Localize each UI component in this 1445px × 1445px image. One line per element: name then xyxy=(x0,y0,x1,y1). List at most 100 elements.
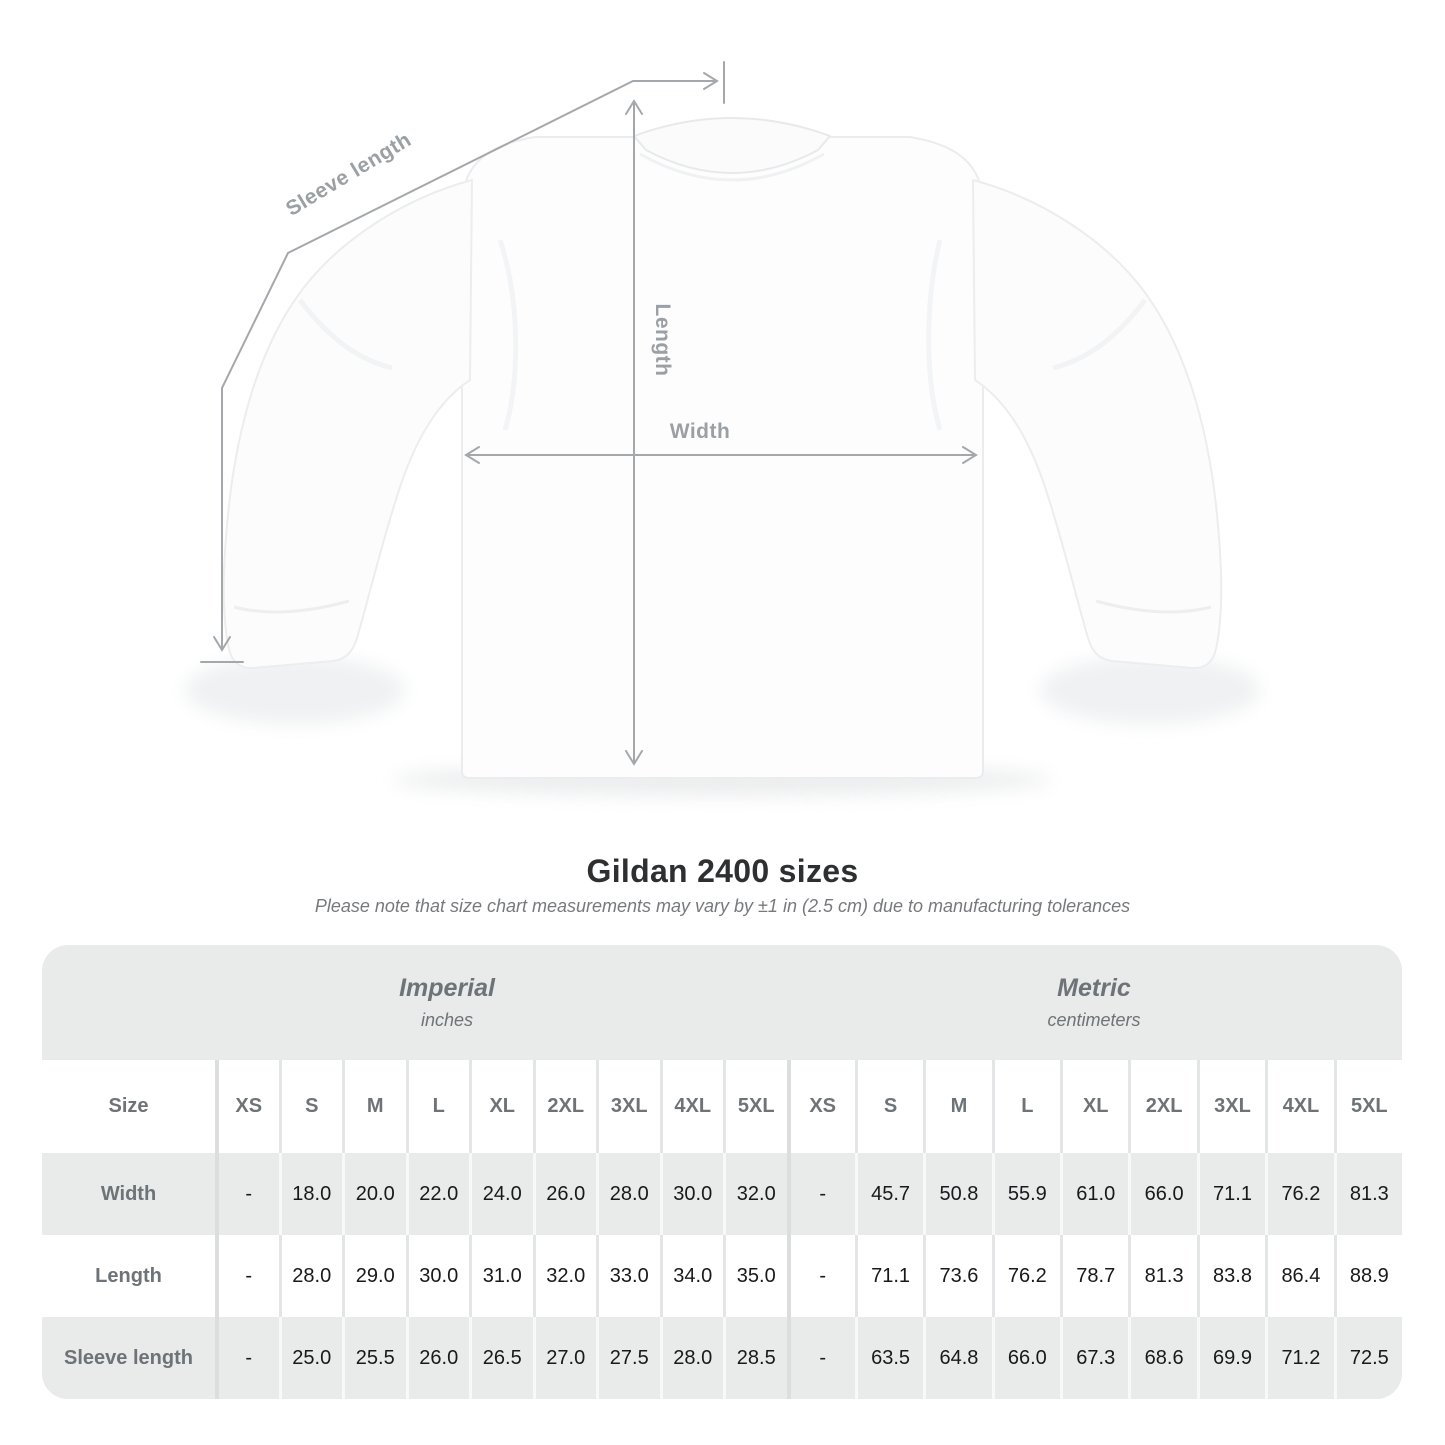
value-cell-metric-s: 45.7 xyxy=(854,1153,923,1235)
value-cell-imperial-l: 22.0 xyxy=(405,1153,470,1235)
value-cell-metric-5xl: 72.5 xyxy=(1333,1317,1402,1399)
imperial-title: Imperial xyxy=(399,974,495,1002)
tolerance-note: Please note that size chart measurements… xyxy=(314,896,1131,916)
sleeve-length-label: Sleeve length xyxy=(282,128,415,221)
value-cell-imperial-s: 18.0 xyxy=(278,1153,343,1235)
value-cell-imperial-xl: 31.0 xyxy=(469,1235,533,1317)
table-row: Width -18.0 20.0 22.0 24.0 26.0 28.0 30.0 32.0-4… xyxy=(42,1153,1402,1235)
value-cell-metric-m: 64.8 xyxy=(923,1317,991,1399)
size-table-body: Width -18.0 20.0 22.0 24.0 26.0 28.0 30.0 32.0-4… xyxy=(42,1153,1402,1399)
value-cell-metric-l: 76.2 xyxy=(991,1235,1060,1317)
size-col-header-imperial-s: S xyxy=(278,1060,343,1153)
value-cell-imperial-4xl: 34.0 xyxy=(659,1235,724,1317)
length-label: Length xyxy=(651,304,674,377)
measurement-lines xyxy=(200,61,978,766)
value-cell-metric-2xl: 66.0 xyxy=(1128,1153,1196,1235)
value-cell-imperial-5xl: 32.0 xyxy=(723,1153,787,1235)
value-cell-imperial-xs: - xyxy=(215,1235,279,1317)
value-cell-imperial-2xl: 32.0 xyxy=(532,1235,597,1317)
size-col-header-metric-3xl: 3XL xyxy=(1196,1060,1265,1153)
value-cell-metric-m: 50.8 xyxy=(923,1153,991,1235)
length-arrow xyxy=(625,99,643,766)
value-cell-metric-4xl: 86.4 xyxy=(1265,1235,1333,1317)
value-cell-imperial-3xl: 28.0 xyxy=(596,1153,660,1235)
page-title: Gildan 2400 sizes xyxy=(586,853,859,889)
value-cell-imperial-l: 30.0 xyxy=(405,1235,470,1317)
value-cell-metric-4xl: 76.2 xyxy=(1265,1153,1333,1235)
value-cell-metric-xl: 78.7 xyxy=(1060,1235,1128,1317)
size-col-header-imperial-3xl: 3XL xyxy=(596,1060,660,1153)
shirt-left-sleeve xyxy=(222,179,473,670)
value-cell-metric-xs: - xyxy=(786,1317,855,1399)
value-cell-imperial-5xl: 28.5 xyxy=(723,1317,787,1399)
metric-unit: centimeters xyxy=(1047,1010,1141,1030)
value-cell-imperial-xl: 24.0 xyxy=(469,1153,533,1235)
size-corner-header: Size xyxy=(108,1095,149,1117)
value-cell-metric-2xl: 81.3 xyxy=(1128,1235,1196,1317)
shirt-right-sleeve xyxy=(972,179,1223,670)
value-cell-imperial-xs: - xyxy=(215,1153,279,1235)
size-col-header-imperial-xl: XL xyxy=(469,1060,533,1153)
size-col-header-metric-4xl: 4XL xyxy=(1265,1060,1333,1153)
metric-header: Metric centimeters xyxy=(786,945,1402,1060)
size-col-header-metric-2xl: 2XL xyxy=(1128,1060,1196,1153)
size-col-header-imperial-m: M xyxy=(342,1060,406,1153)
value-cell-imperial-3xl: 33.0 xyxy=(596,1235,660,1317)
value-cell-imperial-xl: 26.5 xyxy=(469,1317,533,1399)
value-cell-imperial-m: 20.0 xyxy=(342,1153,406,1235)
value-cell-metric-l: 55.9 xyxy=(991,1153,1060,1235)
size-col-header-imperial-5xl: 5XL xyxy=(723,1060,787,1153)
value-cell-imperial-5xl: 35.0 xyxy=(723,1235,787,1317)
value-cell-metric-xl: 67.3 xyxy=(1060,1317,1128,1399)
value-cell-metric-l: 66.0 xyxy=(991,1317,1060,1399)
value-cell-imperial-m: 25.5 xyxy=(342,1317,406,1399)
value-cell-metric-3xl: 69.9 xyxy=(1196,1317,1265,1399)
size-col-header-metric-s: S xyxy=(854,1060,923,1153)
value-cell-metric-3xl: 83.8 xyxy=(1196,1235,1265,1317)
value-cell-imperial-4xl: 28.0 xyxy=(659,1317,724,1399)
imperial-unit: inches xyxy=(420,1010,474,1030)
value-cell-metric-xs: - xyxy=(786,1153,855,1235)
size-col-header-metric-xs: XS xyxy=(786,1060,855,1153)
shirt-illustration xyxy=(222,117,1223,779)
size-col-header-imperial-2xl: 2XL xyxy=(532,1060,597,1153)
sleeve-length-arrow xyxy=(200,61,725,663)
width-arrow xyxy=(464,446,978,464)
value-cell-imperial-s: 25.0 xyxy=(278,1317,343,1399)
value-cell-metric-5xl: 88.9 xyxy=(1333,1235,1402,1317)
size-col-header-metric-5xl: 5XL xyxy=(1333,1060,1402,1153)
value-cell-imperial-m: 29.0 xyxy=(342,1235,406,1317)
size-col-header-imperial-l: L xyxy=(405,1060,470,1153)
width-label: Width xyxy=(670,420,731,443)
shirt-body xyxy=(461,136,984,779)
value-cell-metric-2xl: 68.6 xyxy=(1128,1317,1196,1399)
shirt-collar xyxy=(633,117,831,174)
value-cell-imperial-xs: - xyxy=(215,1317,279,1399)
size-col-header-metric-l: L xyxy=(991,1060,1060,1153)
unit-header-band: Imperial inches Metric centimeters xyxy=(42,945,1402,1060)
row-label: Sleeve length xyxy=(64,1346,193,1369)
value-cell-imperial-s: 28.0 xyxy=(278,1235,343,1317)
value-cell-imperial-4xl: 30.0 xyxy=(659,1153,724,1235)
row-label: Width xyxy=(100,1182,157,1205)
size-header-row: Size XS S M L XL 2XL 3XL 4XL 5XL XS S M L XL 2XL 3XL 4XL 5… xyxy=(42,1060,1402,1153)
value-cell-metric-xl: 61.0 xyxy=(1060,1153,1128,1235)
shirt-measurement-diagram: Sleeve length Length Width xyxy=(185,61,1260,796)
size-chart-card: Imperial inches Metric centimeters Size X… xyxy=(42,945,1402,1399)
metric-title: Metric xyxy=(1057,974,1131,1002)
value-cell-metric-s: 63.5 xyxy=(854,1317,923,1399)
value-cell-metric-3xl: 71.1 xyxy=(1196,1153,1265,1235)
size-col-header-imperial-xs: XS xyxy=(215,1060,279,1153)
value-cell-metric-m: 73.6 xyxy=(923,1235,991,1317)
value-cell-metric-xs: - xyxy=(786,1235,855,1317)
imperial-header: Imperial inches xyxy=(42,945,786,1060)
row-label: Length xyxy=(95,1264,162,1287)
size-col-header-metric-m: M xyxy=(923,1060,991,1153)
size-col-header-imperial-4xl: 4XL xyxy=(659,1060,724,1153)
value-cell-metric-s: 71.1 xyxy=(854,1235,923,1317)
value-cell-metric-4xl: 71.2 xyxy=(1265,1317,1333,1399)
table-row: Sleeve length -25.0 25.5 26.0 26.5 27.0 27.5 28… xyxy=(42,1317,1402,1399)
value-cell-metric-5xl: 81.3 xyxy=(1333,1153,1402,1235)
size-col-header-metric-xl: XL xyxy=(1060,1060,1128,1153)
value-cell-imperial-3xl: 27.5 xyxy=(596,1317,660,1399)
